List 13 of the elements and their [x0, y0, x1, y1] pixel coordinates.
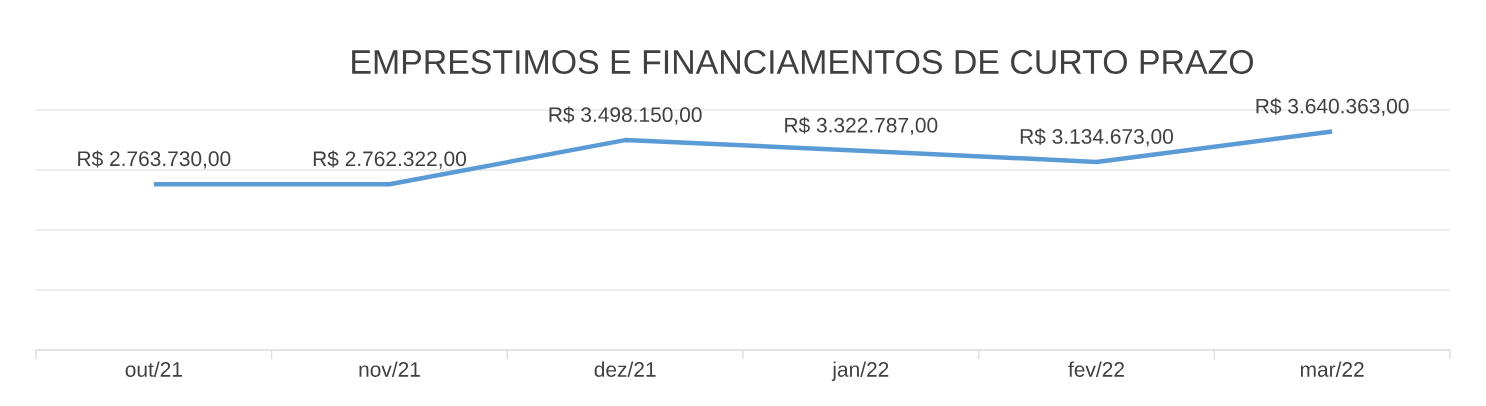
data-label: R$ 3.498.150,00 — [549, 106, 702, 125]
data-label: R$ 2.762.322,00 — [313, 150, 466, 169]
x-tick-label: nov/21 — [359, 361, 420, 377]
x-tick-label: out/21 — [125, 361, 182, 377]
x-tick-label: mar/22 — [1300, 361, 1364, 377]
data-label: R$ 3.322.787,00 — [785, 116, 938, 136]
x-tick-label: dez/21 — [594, 361, 656, 377]
data-label: R$ 3.134.673,00 — [1020, 128, 1173, 147]
x-tick-label: jan/22 — [831, 361, 889, 382]
data-label: R$ 2.763.730,00 — [78, 150, 231, 169]
chart-title: EMPRESTIMOS E FINANCIAMENTOS DE CURTO PRAZO — [352, 50, 1254, 74]
x-tick-label: fev/22 — [1068, 361, 1124, 377]
data-label: R$ 3.640.363,00 — [1256, 97, 1409, 116]
